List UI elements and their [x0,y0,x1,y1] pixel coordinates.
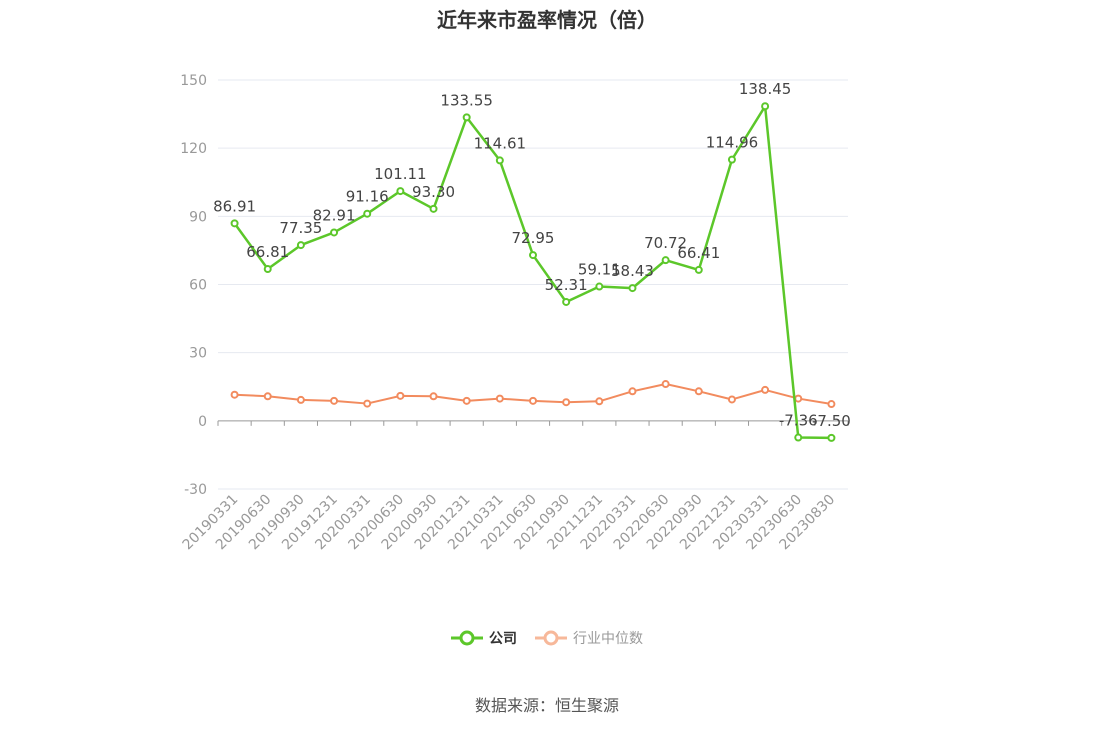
data-point-industry [628,387,637,396]
data-label: 86.91 [213,197,256,215]
data-point-company [495,156,504,165]
data-point-industry [595,397,604,406]
data-point-company [529,251,537,260]
data-point-industry [330,396,339,405]
data-point-company [595,282,604,291]
data-point-company [396,187,405,196]
data-label: 114.96 [706,134,759,152]
data-point-industry [363,399,372,408]
data-point-industry [562,398,571,407]
data-label: 101.11 [374,165,427,183]
data-point-industry [727,395,736,404]
y-tick-label: 60 [189,278,207,294]
data-point-company [263,265,272,274]
data-label: 82.91 [313,206,356,224]
data-point-industry [263,392,272,401]
data-point-industry [794,394,803,403]
data-label: 66.81 [246,243,289,261]
data-label: 114.61 [474,134,527,152]
y-tick-label: -30 [184,482,207,498]
data-point-company [794,433,803,442]
legend: 公司 行业中位数 [0,628,1094,648]
data-point-company [827,433,836,442]
y-tick-label: 150 [180,73,207,89]
data-point-industry [694,387,703,396]
legend-company-label: 公司 [489,631,517,647]
chart-title: 近年来市盈率情况（倍） [437,8,657,32]
data-point-company [661,256,670,265]
data-label: 59.11 [578,261,621,279]
legend-company-icon [451,630,483,646]
y-tick-label: 30 [189,346,207,362]
data-point-company [761,102,770,111]
y-tick-label: 90 [189,209,207,225]
data-label: 77.35 [279,219,322,237]
data-point-industry [495,394,504,403]
y-tick-label: 120 [180,141,207,157]
data-point-company [330,228,339,237]
data-point-company [694,265,703,274]
data-point-company [727,155,736,164]
data-point-industry [396,391,405,400]
data-label: 52.31 [545,276,588,294]
data-point-company [562,297,571,306]
data-label: -7.36 [779,412,818,430]
data-point-industry [429,392,438,401]
data-point-company [462,113,471,122]
legend-industry-label: 行业中位数 [573,631,643,647]
data-label: 91.16 [346,188,389,206]
data-point-industry [661,380,670,389]
data-point-industry [462,396,471,405]
data-point-company [628,284,637,293]
data-point-industry [761,385,770,394]
data-label: -7.50 [812,412,851,430]
data-point-industry [230,390,239,399]
data-point-company [296,241,305,250]
data-point-industry [296,395,305,404]
data-label: 93.30 [412,183,455,201]
series-line-company [233,104,832,440]
data-point-company [363,209,372,218]
legend-industry-icon [535,630,567,646]
data-label: 138.45 [739,80,792,98]
data-label: 66.41 [677,244,720,262]
data-label: 72.95 [512,229,555,247]
data-label: 133.55 [440,91,493,109]
y-tick-label: 0 [198,414,207,430]
legend-item-company[interactable]: 公司 [451,628,517,648]
data-label: 58.43 [611,262,654,280]
data-label: 70.72 [644,234,687,252]
data-point-company [230,219,239,228]
data-point-company [429,204,438,213]
data-source: 数据来源：恒生聚源 [474,696,619,715]
legend-item-industry[interactable]: 行业中位数 [535,628,643,648]
data-point-industry [827,400,836,409]
data-point-industry [529,396,537,405]
